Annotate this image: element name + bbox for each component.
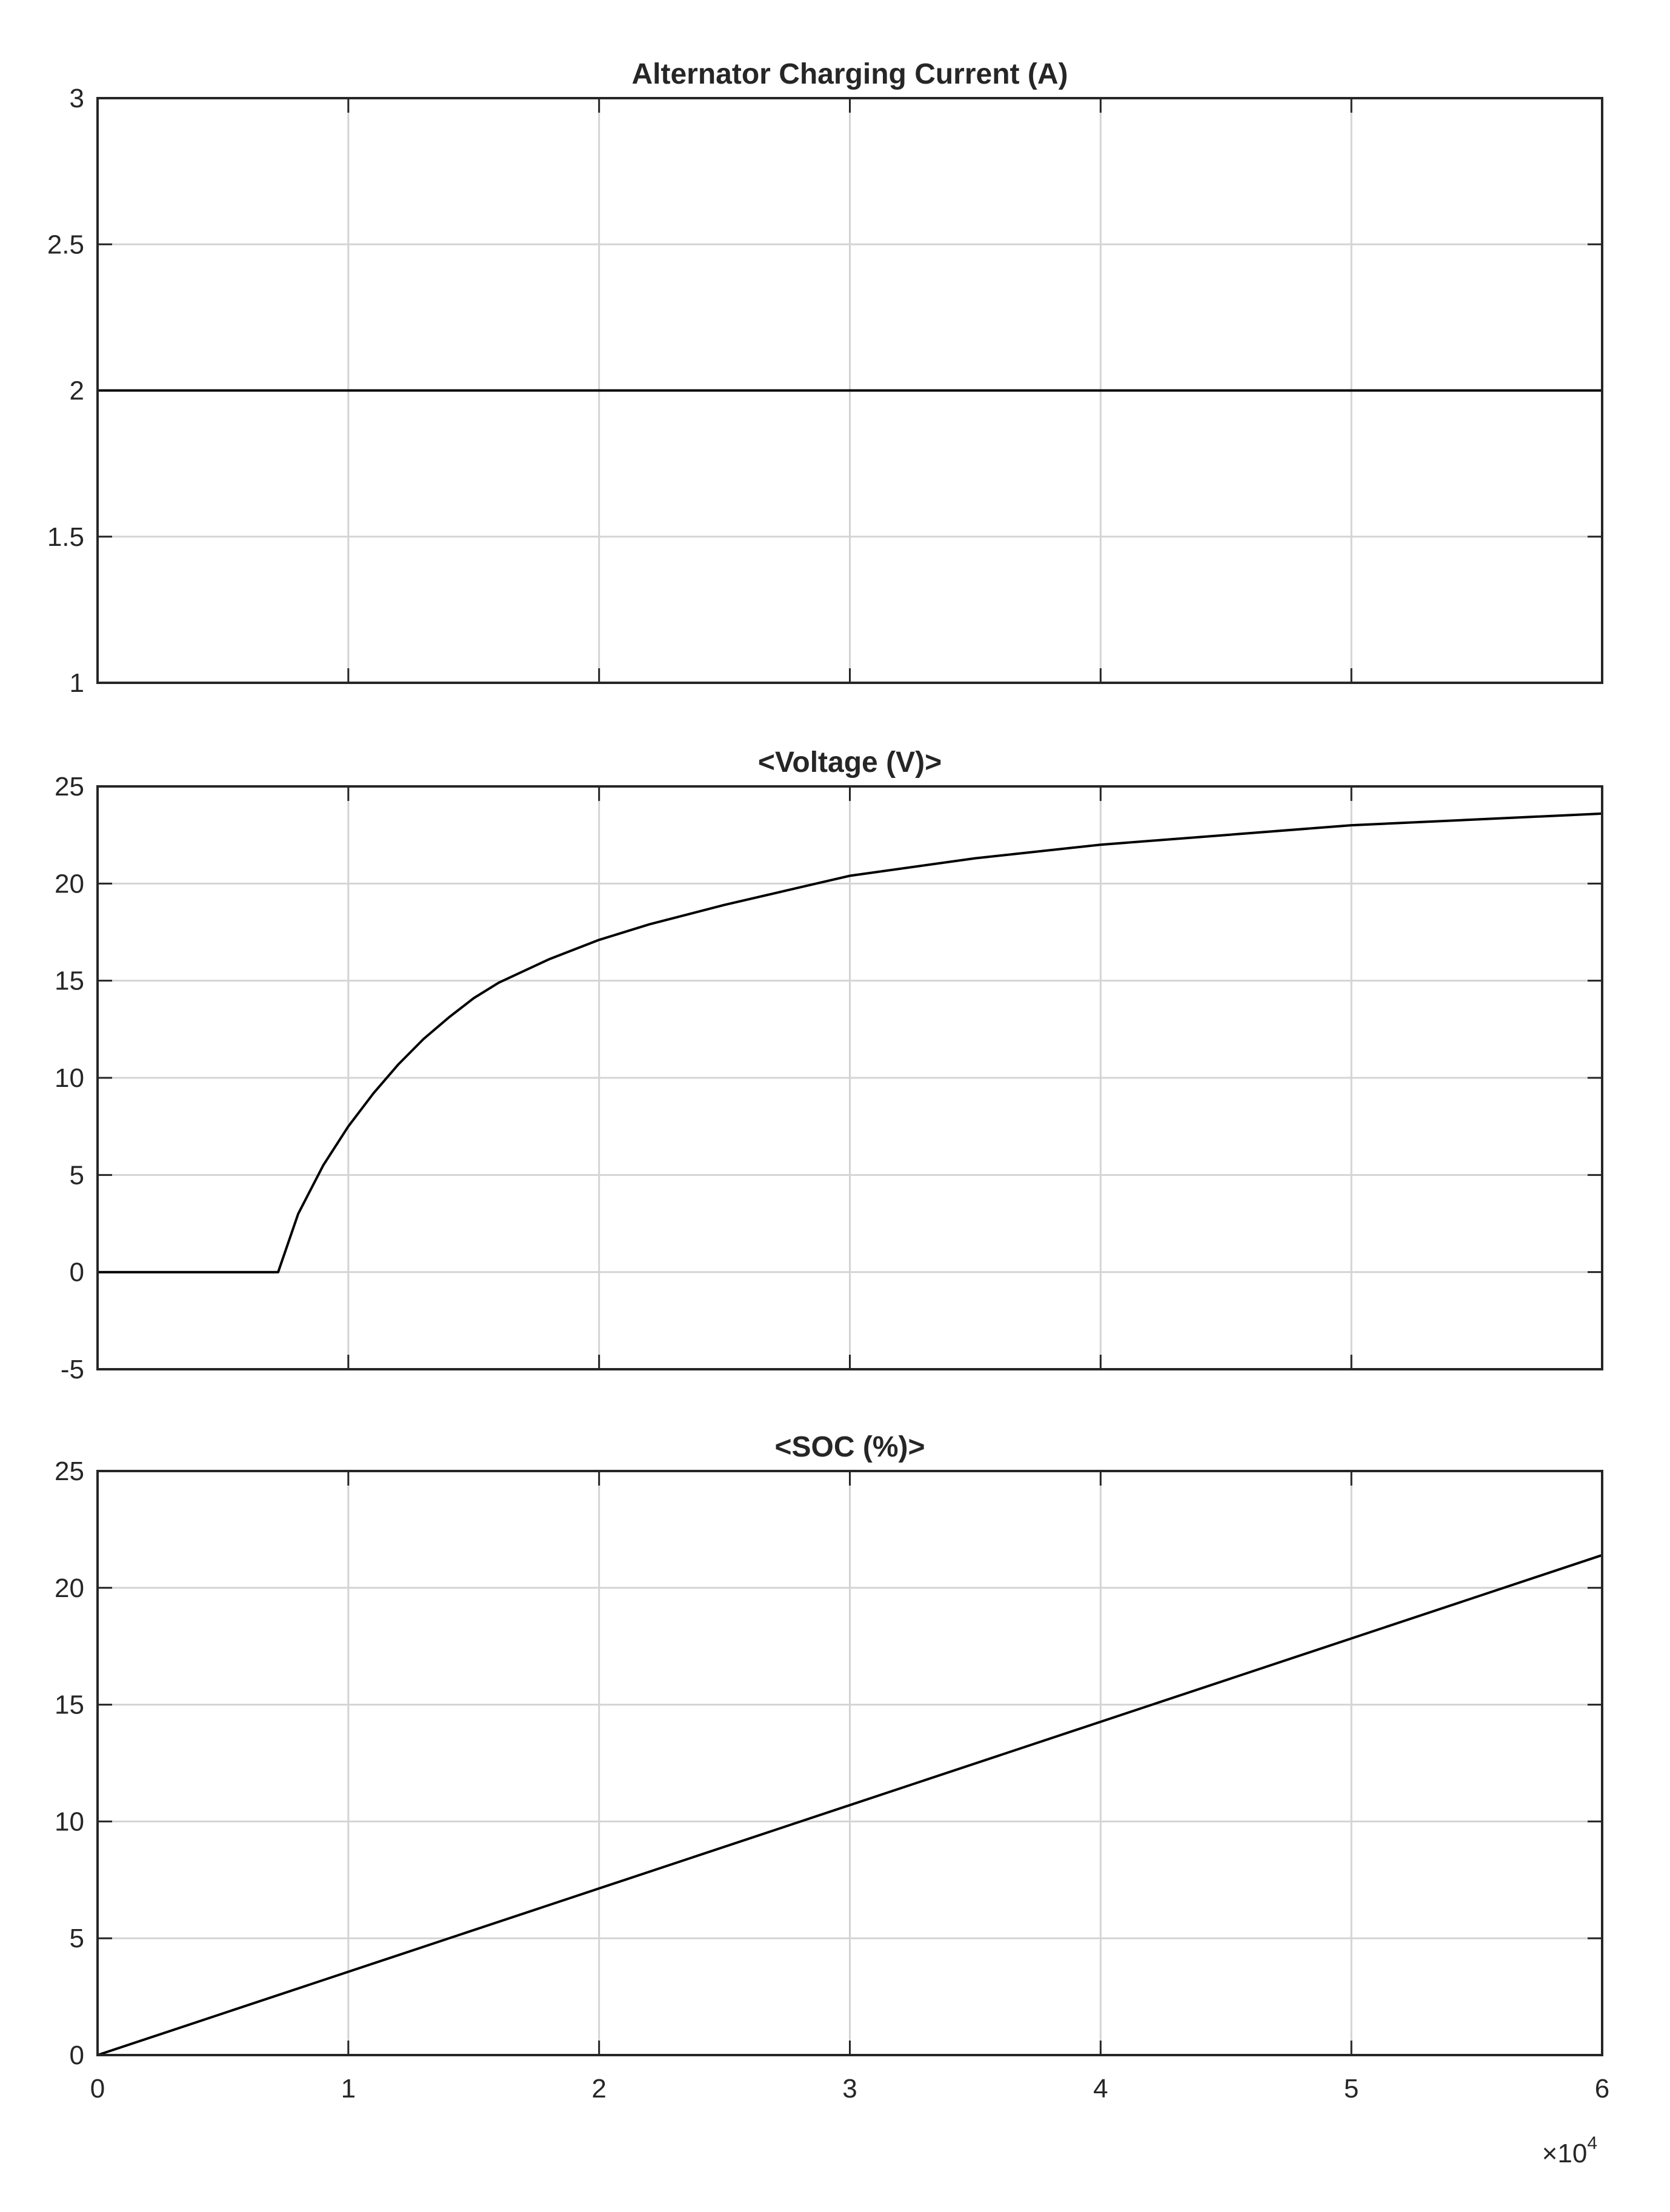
current-y-tick-label: 1.5 xyxy=(47,522,84,552)
soc-x-tick-label: 0 xyxy=(90,2074,105,2104)
current-y-tick-label: 2.5 xyxy=(47,230,84,259)
voltage-y-tick-label: 0 xyxy=(70,1258,84,1287)
soc-x-tick-label: 1 xyxy=(341,2074,356,2104)
soc-x-tick-label: 2 xyxy=(591,2074,606,2104)
soc-title: <SOC (%)> xyxy=(774,1431,925,1463)
voltage-panel: -5 0 5 10 15 20 25 <Voltage (V)> xyxy=(55,746,1603,1384)
soc-x-tick-label: 3 xyxy=(842,2074,857,2104)
current-y-tick-label: 2 xyxy=(70,376,84,406)
voltage-title: <Voltage (V)> xyxy=(758,746,942,779)
soc-y-tick-label: 25 xyxy=(55,1456,84,1486)
x-exponent-power: 4 xyxy=(1587,2133,1597,2153)
current-panel: 1 1.5 2 2.5 3 Alternator Charging Current (A) xyxy=(47,58,1603,698)
soc-y-tick-label: 20 xyxy=(55,1573,84,1603)
soc-y-tick-label: 15 xyxy=(55,1690,84,1720)
voltage-y-tick-label: 20 xyxy=(55,869,84,898)
voltage-y-tick-label: -5 xyxy=(61,1355,84,1384)
x-exponent-base: ×10 xyxy=(1542,2139,1588,2168)
soc-y-tick-label: 5 xyxy=(70,1924,84,1953)
soc-x-tick-label: 6 xyxy=(1595,2074,1609,2104)
voltage-y-tick-label: 15 xyxy=(55,966,84,996)
soc-axes-frame xyxy=(96,1470,1603,2056)
current-y-tick-label: 3 xyxy=(70,84,84,113)
soc-y-tick-label: 10 xyxy=(55,1807,84,1836)
soc-y-tick-label: 0 xyxy=(70,2041,84,2070)
voltage-y-tick-label: 25 xyxy=(55,772,84,802)
x-exponent-label: ×104 xyxy=(1542,2133,1597,2168)
current-axes-frame xyxy=(96,97,1603,684)
current-title: Alternator Charging Current (A) xyxy=(632,58,1068,90)
current-y-tick-label: 1 xyxy=(70,668,84,698)
voltage-axes-frame xyxy=(96,785,1603,1370)
soc-x-tick-label: 5 xyxy=(1344,2074,1359,2104)
voltage-y-tick-label: 10 xyxy=(55,1063,84,1093)
voltage-series-line xyxy=(98,812,1603,1274)
voltage-y-tick-label: 5 xyxy=(70,1160,84,1190)
soc-series-line xyxy=(97,1553,1603,2056)
soc-x-tick-label: 4 xyxy=(1093,2074,1108,2104)
